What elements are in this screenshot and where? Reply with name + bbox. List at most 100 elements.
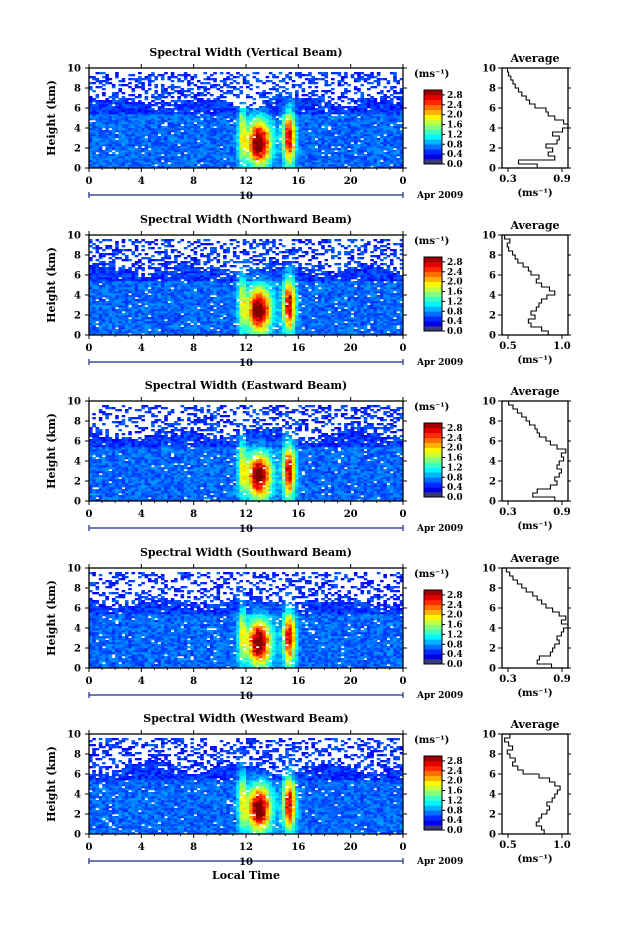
y-tick-label: 8 [74, 84, 81, 95]
average-y-tick-label: 8 [489, 750, 496, 761]
colorbar [424, 756, 442, 830]
colorbar-units: (ms⁻¹) [414, 236, 449, 247]
y-tick-label: 6 [74, 104, 81, 115]
average-frame [502, 401, 568, 501]
average-x-tick-label: 1.0 [553, 341, 570, 352]
average-frame [502, 68, 568, 168]
colorbar-tick-label: 2.8 [447, 424, 463, 434]
x-tick-label: 8 [190, 842, 197, 853]
average-x-tick-label: 0.3 [499, 174, 516, 185]
colorbar-tick-label: 2.0 [447, 111, 463, 121]
colorbar-units: (ms⁻¹) [414, 569, 449, 580]
panel-3: Spectral Width (Eastward Beam)0246810Hei… [45, 379, 571, 535]
x-tick-label: 4 [138, 176, 145, 187]
average-title: Average [509, 718, 559, 731]
average-title: Average [509, 552, 559, 565]
average-y-tick-label: 2 [489, 810, 496, 821]
y-tick-label: 2 [74, 477, 81, 488]
y-tick-label: 4 [74, 457, 81, 468]
heatmap-cells [89, 239, 403, 335]
colorbar-tick-label: 0.8 [447, 140, 463, 150]
x-tick-label: 20 [344, 343, 358, 354]
average-y-tick-label: 6 [489, 437, 496, 448]
average-x-label: (ms⁻¹) [517, 521, 552, 532]
average-y-tick-label: 4 [489, 457, 496, 468]
x-tick-label: 4 [138, 343, 145, 354]
average-y-tick-label: 8 [489, 417, 496, 428]
average-y-tick-label: 0 [489, 830, 496, 841]
colorbar-tick-label: 2.8 [447, 591, 463, 601]
average-x-label: (ms⁻¹) [517, 854, 552, 865]
y-tick-label: 6 [74, 604, 81, 615]
y-tick-label: 0 [74, 830, 81, 841]
colorbar-tick-label: 0.0 [447, 660, 463, 670]
average-x-tick-label: 0.3 [499, 507, 516, 518]
x-tick-label: 0 [400, 509, 407, 520]
colorbar-tick-label: 2.0 [447, 777, 463, 787]
y-tick-label: 10 [67, 730, 81, 741]
heatmap-cells [89, 72, 403, 168]
average-y-tick-label: 0 [489, 664, 496, 675]
colorbar-tick-label: 0.0 [447, 327, 463, 337]
colorbar-tick-label: 0.8 [447, 307, 463, 317]
colorbar-tick-label: 2.8 [447, 258, 463, 268]
x-tick-label: 8 [190, 509, 197, 520]
colorbar-tick-label: 0.0 [447, 160, 463, 170]
average-x-tick-label: 0.9 [553, 174, 570, 185]
y-tick-label: 0 [74, 497, 81, 508]
panel-2: Spectral Width (Northward Beam)0246810He… [45, 213, 571, 369]
average-y-tick-label: 10 [482, 231, 496, 242]
colorbar-tick-label: 2.0 [447, 611, 463, 621]
average-y-tick-label: 10 [482, 564, 496, 575]
average-y-tick-label: 6 [489, 604, 496, 615]
average-title: Average [509, 52, 559, 65]
average-y-tick-label: 8 [489, 584, 496, 595]
colorbar-tick-label: 1.6 [447, 454, 463, 464]
average-x-tick-label: 0.5 [499, 341, 516, 352]
y-tick-label: 0 [74, 164, 81, 175]
y-tick-label: 0 [74, 331, 81, 342]
average-y-tick-label: 8 [489, 251, 496, 262]
average-y-tick-label: 4 [489, 124, 496, 135]
x-tick-label: 16 [291, 842, 305, 853]
date-label: Apr 2009 [416, 524, 463, 534]
colorbar-tick-label: 0.4 [447, 650, 463, 660]
colorbar-tick-label: 2.4 [447, 268, 463, 278]
x-tick-label: 0 [86, 676, 93, 687]
x-tick-label: 4 [138, 509, 145, 520]
colorbar-tick-label: 0.8 [447, 640, 463, 650]
y-tick-label: 6 [74, 770, 81, 781]
x-tick-label: 12 [239, 676, 253, 687]
average-y-tick-label: 2 [489, 311, 496, 322]
average-x-label: (ms⁻¹) [517, 355, 552, 366]
x-tick-label: 12 [239, 343, 253, 354]
y-tick-label: 8 [74, 417, 81, 428]
x-tick-label: 20 [344, 176, 358, 187]
colorbar [424, 257, 442, 331]
colorbar-tick-label: 0.8 [447, 806, 463, 816]
average-frame [502, 568, 568, 668]
x-tick-label: 0 [400, 842, 407, 853]
average-y-tick-label: 10 [482, 730, 496, 741]
x-tick-label: 0 [86, 343, 93, 354]
average-y-tick-label: 0 [489, 497, 496, 508]
day-label: 10 [239, 358, 253, 369]
y-tick-label: 8 [74, 251, 81, 262]
panel-title: Spectral Width (Westward Beam) [143, 712, 348, 725]
y-axis-label: Height (km) [45, 413, 58, 489]
colorbar [424, 590, 442, 664]
panel-title: Spectral Width (Northward Beam) [140, 213, 352, 226]
x-tick-label: 8 [190, 676, 197, 687]
x-tick-label: 16 [291, 509, 305, 520]
colorbar-tick-label: 1.6 [447, 121, 463, 131]
average-x-label: (ms⁻¹) [517, 188, 552, 199]
y-tick-label: 8 [74, 584, 81, 595]
y-tick-label: 10 [67, 564, 81, 575]
x-tick-label: 4 [138, 842, 145, 853]
colorbar-tick-label: 1.2 [447, 463, 463, 473]
panel-4: Spectral Width (Southward Beam)0246810He… [45, 546, 571, 702]
colorbar-tick-label: 0.0 [447, 493, 463, 503]
panel-5: Spectral Width (Westward Beam)0246810Hei… [45, 712, 571, 868]
